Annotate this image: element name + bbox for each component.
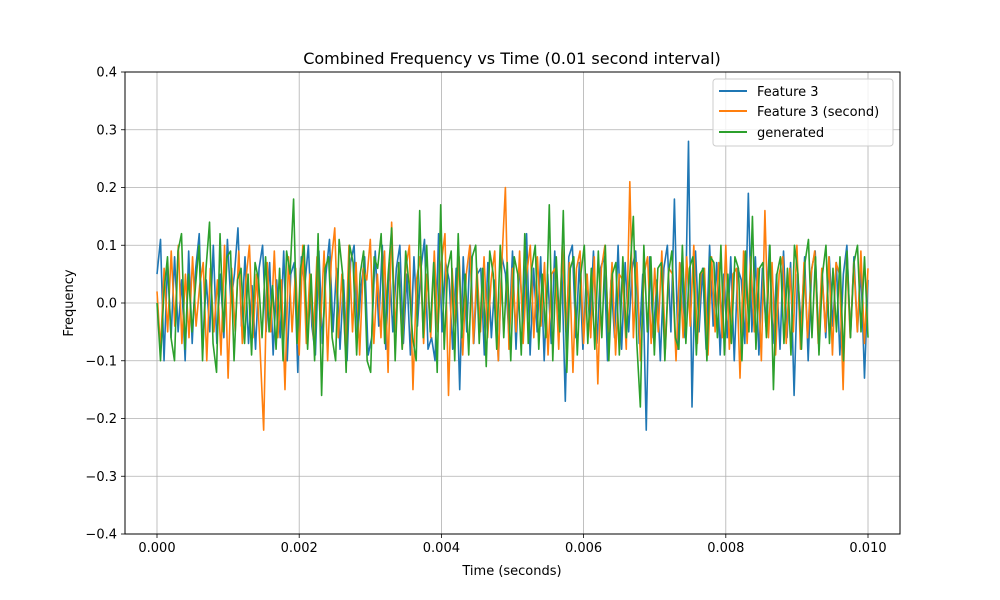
series-line-feature-3-second (156, 180, 869, 431)
y-tick-label: 0.0 (96, 297, 117, 312)
x-axis-ticks: 0.000 0.002 0.004 0.006 0.008 0.010 (138, 534, 887, 556)
x-tick-label: 0.004 (423, 541, 460, 556)
y-tick-label: 0.2 (96, 181, 117, 196)
x-axis-label: Time (seconds) (461, 564, 561, 579)
x-tick-label: 0.008 (707, 541, 744, 556)
y-tick-label: −0.1 (85, 354, 117, 369)
y-axis-ticks: −0.4 −0.3 −0.2 −0.1 0.0 0.1 0.2 0.3 0.4 (85, 66, 125, 543)
legend-label-generated: generated (757, 126, 824, 141)
series-layer (156, 140, 869, 431)
x-tick-label: 0.006 (565, 541, 602, 556)
legend-label-feature-3-second: Feature 3 (second) (757, 105, 879, 120)
x-tick-label: 0.002 (281, 541, 318, 556)
legend-label-feature-3: Feature 3 (757, 85, 819, 100)
y-tick-label: −0.2 (85, 412, 117, 427)
y-tick-label: 0.1 (96, 239, 117, 254)
y-tick-label: −0.4 (85, 528, 117, 543)
legend-box (712, 78, 894, 147)
legend: Feature 3 Feature 3 (second) generated (712, 78, 894, 147)
x-tick-label: 0.010 (849, 541, 886, 556)
y-tick-label: −0.3 (85, 470, 117, 485)
series-line-generated (156, 198, 869, 408)
y-tick-label: 0.3 (96, 123, 117, 138)
x-tick-label: 0.000 (138, 541, 175, 556)
chart-title: Combined Frequency vs Time (0.01 second … (303, 49, 721, 68)
y-axis-label: Frequency (62, 269, 77, 336)
series-line-feature-3 (156, 140, 869, 431)
y-tick-label: 0.4 (96, 66, 117, 81)
